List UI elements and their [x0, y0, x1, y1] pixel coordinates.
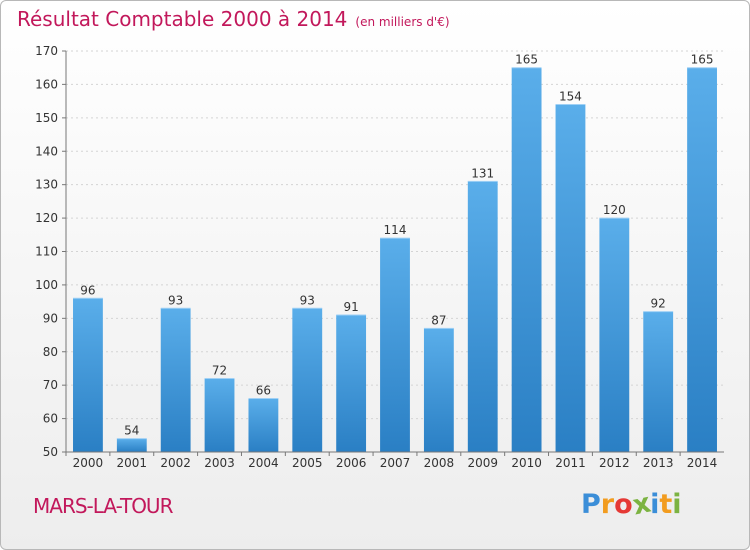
data-label: 131 [471, 166, 494, 180]
bars [73, 67, 717, 452]
bar [380, 238, 410, 452]
logo-letter: i [672, 489, 682, 520]
chart-title: Résultat Comptable 2000 à 2014 (en millie… [17, 7, 450, 31]
logo-letter: t [659, 489, 673, 520]
data-label: 114 [384, 223, 407, 237]
data-labels: 96 54 93 72 66 93 91 114 87 131 165 154 120 92 165 [80, 53, 713, 438]
x-tick-label: 2004 [248, 456, 279, 470]
bar [292, 308, 323, 452]
y-tick-label: 160 [35, 77, 58, 91]
x-tick-label: 2011 [555, 456, 586, 470]
chart-subtitle: (en milliers d'€) [355, 15, 450, 29]
y-tick-label: 110 [35, 245, 58, 259]
data-label: 96 [80, 283, 95, 297]
y-tick-label: 90 [43, 311, 58, 325]
y-axis-ticks: 50 60 70 80 90 100 110 120 130 140 150 160 170 [35, 44, 66, 459]
x-tick-label: 2002 [160, 456, 191, 470]
y-tick-label: 70 [43, 378, 58, 392]
logo-letter: o [614, 489, 633, 520]
x-tick-label: 2006 [336, 456, 367, 470]
bar [423, 328, 454, 452]
data-label: 120 [603, 203, 626, 217]
y-tick-label: 60 [43, 412, 58, 426]
logo-letter: P [581, 489, 601, 520]
data-label: 54 [124, 424, 139, 438]
x-axis-ticks: 2000 2001 2002 2003 2004 2005 2006 2007 2008 2009… [65, 452, 718, 470]
y-tick-label: 80 [43, 345, 58, 359]
x-tick-label: 2008 [424, 456, 455, 470]
y-tick-label: 170 [35, 44, 58, 58]
bar [204, 378, 235, 452]
proxiti-logo: Proxiti [581, 488, 682, 522]
data-label: 165 [691, 53, 714, 67]
bar [643, 311, 674, 452]
bar [687, 67, 717, 452]
y-tick-label: 130 [35, 178, 58, 192]
bar [555, 104, 586, 452]
logo-letter: r [600, 489, 615, 520]
x-tick-label: 2010 [511, 456, 542, 470]
y-tick-label: 100 [35, 278, 58, 292]
logo-letter: i [650, 489, 660, 520]
x-tick-label: 2007 [380, 456, 411, 470]
data-label: 66 [256, 384, 271, 398]
data-label: 87 [431, 313, 446, 327]
y-tick-label: 140 [35, 144, 58, 158]
data-label: 165 [515, 53, 538, 67]
y-tick-label: 50 [43, 445, 58, 459]
location-label: MARS-LA-TOUR [33, 494, 173, 518]
data-label: 154 [559, 89, 582, 103]
x-tick-label: 2003 [204, 456, 235, 470]
x-tick-label: 2012 [599, 456, 630, 470]
y-tick-label: 150 [35, 111, 58, 125]
x-tick-label: 2005 [292, 456, 323, 470]
x-tick-label: 2013 [643, 456, 674, 470]
y-tick-label: 120 [35, 211, 58, 225]
x-tick-label: 2009 [467, 456, 498, 470]
data-label: 92 [651, 297, 666, 311]
x-tick-label: 2000 [73, 456, 104, 470]
bar [248, 398, 279, 452]
chart-title-text: Résultat Comptable 2000 à 2014 [17, 7, 348, 31]
data-label: 91 [343, 300, 358, 314]
bar [160, 308, 191, 452]
data-label: 93 [168, 293, 183, 307]
data-label: 93 [300, 293, 315, 307]
bar [599, 218, 630, 452]
bar [511, 67, 542, 452]
bar [467, 181, 498, 452]
x-tick-label: 2014 [687, 456, 718, 470]
x-tick-label: 2001 [117, 456, 148, 470]
bar [116, 438, 147, 452]
bar [336, 314, 367, 452]
bar [73, 298, 103, 452]
data-label: 72 [212, 363, 227, 377]
